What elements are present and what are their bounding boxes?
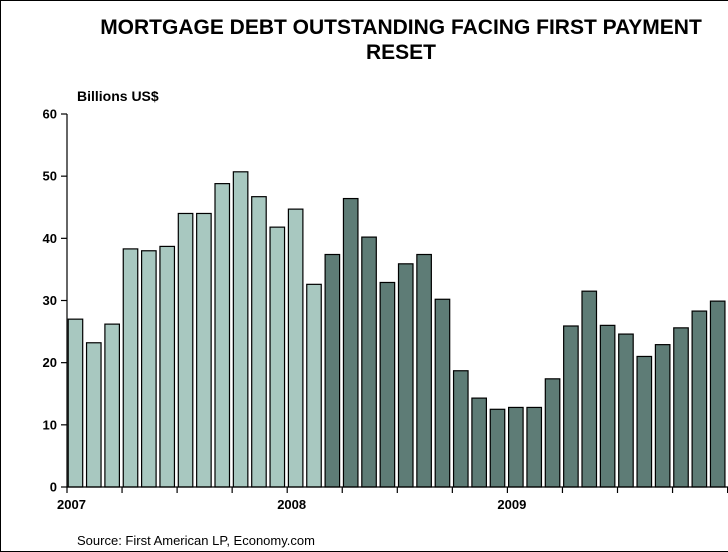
bar	[306, 283, 322, 488]
bar	[397, 263, 414, 488]
bar	[581, 290, 598, 488]
bar	[618, 333, 634, 488]
bar	[691, 310, 708, 488]
bar	[251, 196, 267, 488]
bar	[159, 245, 176, 488]
chart-title-line-2: RESET	[365, 41, 436, 64]
bar	[544, 378, 561, 488]
bar	[342, 197, 359, 488]
bar	[654, 344, 671, 488]
y-tick-label: 30	[43, 293, 57, 308]
bar	[232, 171, 249, 488]
bar	[67, 318, 84, 488]
bar	[416, 253, 432, 488]
bar	[214, 183, 231, 488]
bar	[563, 325, 579, 488]
x-tick-label: 2008	[277, 497, 306, 512]
y-tick-label: 0	[50, 480, 57, 495]
source-note: Source: First American LP, Economy.com	[77, 533, 315, 548]
bar	[508, 406, 524, 488]
x-tick-label: 2009	[497, 497, 526, 512]
bar	[489, 408, 506, 488]
bar	[709, 300, 726, 488]
bar	[471, 397, 487, 488]
bar	[599, 324, 616, 488]
y-axis-unit-label: Billions US$	[77, 88, 159, 104]
bar	[452, 370, 469, 488]
bar	[379, 281, 396, 488]
bar	[287, 208, 304, 488]
bar	[361, 236, 377, 488]
bar	[434, 298, 451, 488]
bar	[269, 226, 286, 488]
bar	[673, 327, 689, 488]
bar	[177, 212, 194, 488]
y-tick-label: 10	[43, 417, 57, 432]
bar	[636, 355, 653, 488]
chart-title: MORTGAGE DEBT OUTSTANDING FACING FIRST P…	[1, 15, 728, 65]
bar	[141, 250, 157, 488]
bar	[85, 342, 102, 488]
y-tick-label: 60	[43, 107, 57, 122]
bar	[526, 406, 543, 488]
x-tick-label: 2007	[57, 497, 86, 512]
bar	[324, 253, 341, 488]
bar	[104, 323, 121, 488]
y-tick-label: 50	[43, 169, 57, 184]
y-tick-label: 40	[43, 231, 57, 246]
bar	[122, 248, 139, 488]
chart-title-line-1: MORTGAGE DEBT OUTSTANDING FACING FIRST P…	[100, 16, 702, 39]
bar	[196, 212, 212, 488]
y-tick-label: 20	[43, 355, 57, 370]
